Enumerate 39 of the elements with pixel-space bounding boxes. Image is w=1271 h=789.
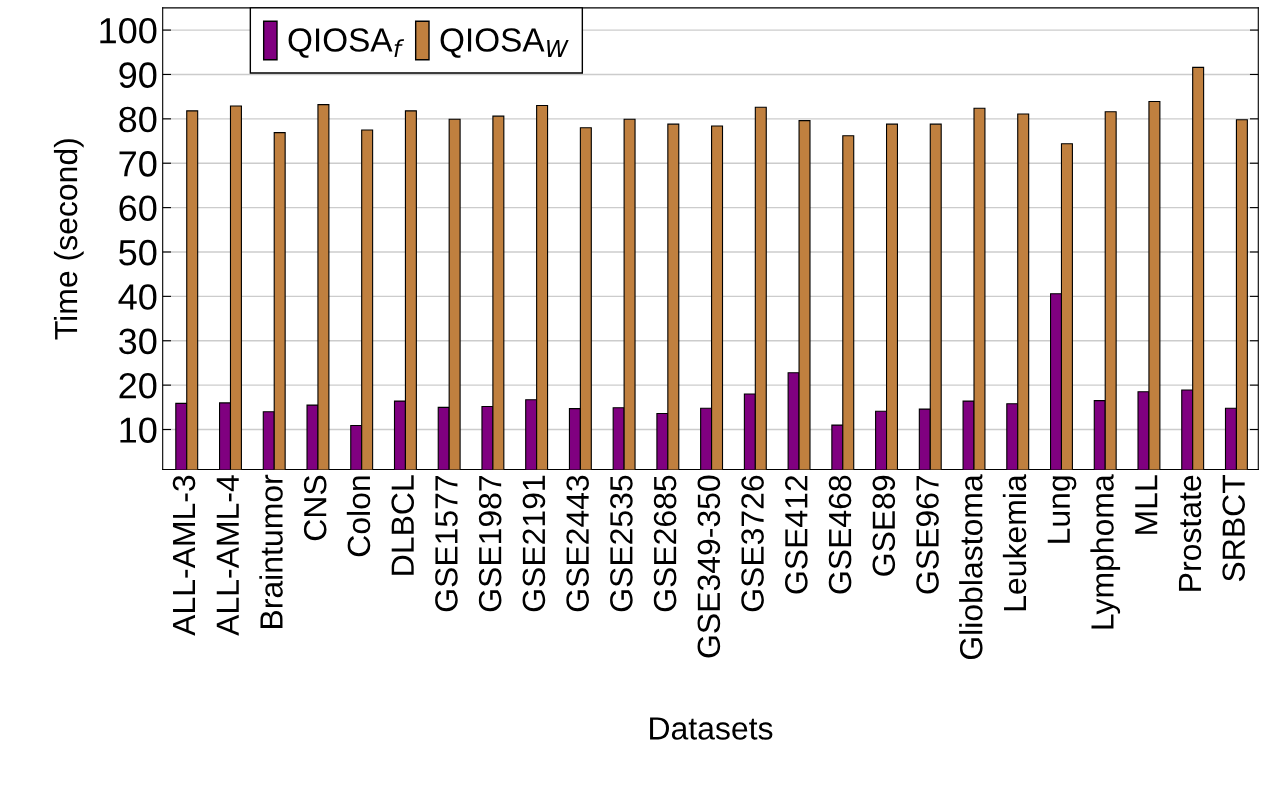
y-tick-label: 30: [119, 328, 157, 355]
y-tick-label: 60: [119, 195, 157, 222]
x-axis-title: Datasets: [650, 717, 773, 740]
x-tick-label: ALL-AML-3: [172, 475, 196, 636]
x-tick-label: ALL-AML-4: [216, 475, 239, 636]
x-tick-label: Glioblastoma: [959, 474, 983, 660]
y-axis-title: Time (second): [53, 139, 84, 340]
x-tick-label: GSE2535: [610, 475, 633, 612]
y-tick-label: 10: [120, 417, 157, 443]
y-tick-label: 40: [118, 284, 157, 310]
x-tick-label: GSE2443: [566, 475, 589, 612]
x-tick-label: Lung: [1047, 476, 1077, 543]
x-tick-label: GSE2191: [522, 475, 546, 612]
x-tick-label: GSE89: [872, 475, 896, 576]
x-tick-label: GSE349-350: [697, 475, 721, 658]
x-tick-label: GSE1577: [435, 475, 458, 612]
x-tick-label: GSE468: [828, 475, 852, 594]
x-tick-label: GSE967: [916, 475, 939, 594]
x-tick-label: CNS: [303, 475, 327, 541]
y-tick-label: 100: [100, 17, 157, 44]
x-tick-label: GSE412: [785, 475, 808, 594]
y-tick-label: 20: [119, 373, 157, 399]
x-tick-label: Colon: [346, 476, 371, 557]
y-tick-label: 70: [119, 151, 157, 177]
x-tick-label: MLL: [1135, 475, 1158, 534]
x-tick-label: Prostate: [1178, 475, 1202, 591]
x-tick-label: GSE3726: [741, 475, 764, 612]
y-tick-label: 90: [119, 62, 157, 88]
x-tick-label: DLBCL: [391, 475, 414, 575]
x-tick-label: GSE1987: [478, 475, 502, 612]
x-tick-label: Lymphoma: [1090, 474, 1121, 629]
x-tick-label: Leukemia: [1002, 474, 1027, 611]
legend-label: QIOSA$_{W}$: [440, 28, 569, 58]
x-tick-label: GSE2685: [653, 475, 677, 612]
legend-label: QIOSA$_{f}$: [288, 28, 405, 58]
y-tick-label: 80: [119, 106, 157, 133]
x-tick-label: Braintumor: [259, 474, 283, 628]
x-tick-label: SRBCT: [1222, 475, 1245, 582]
y-tick-label: 50: [119, 239, 157, 266]
